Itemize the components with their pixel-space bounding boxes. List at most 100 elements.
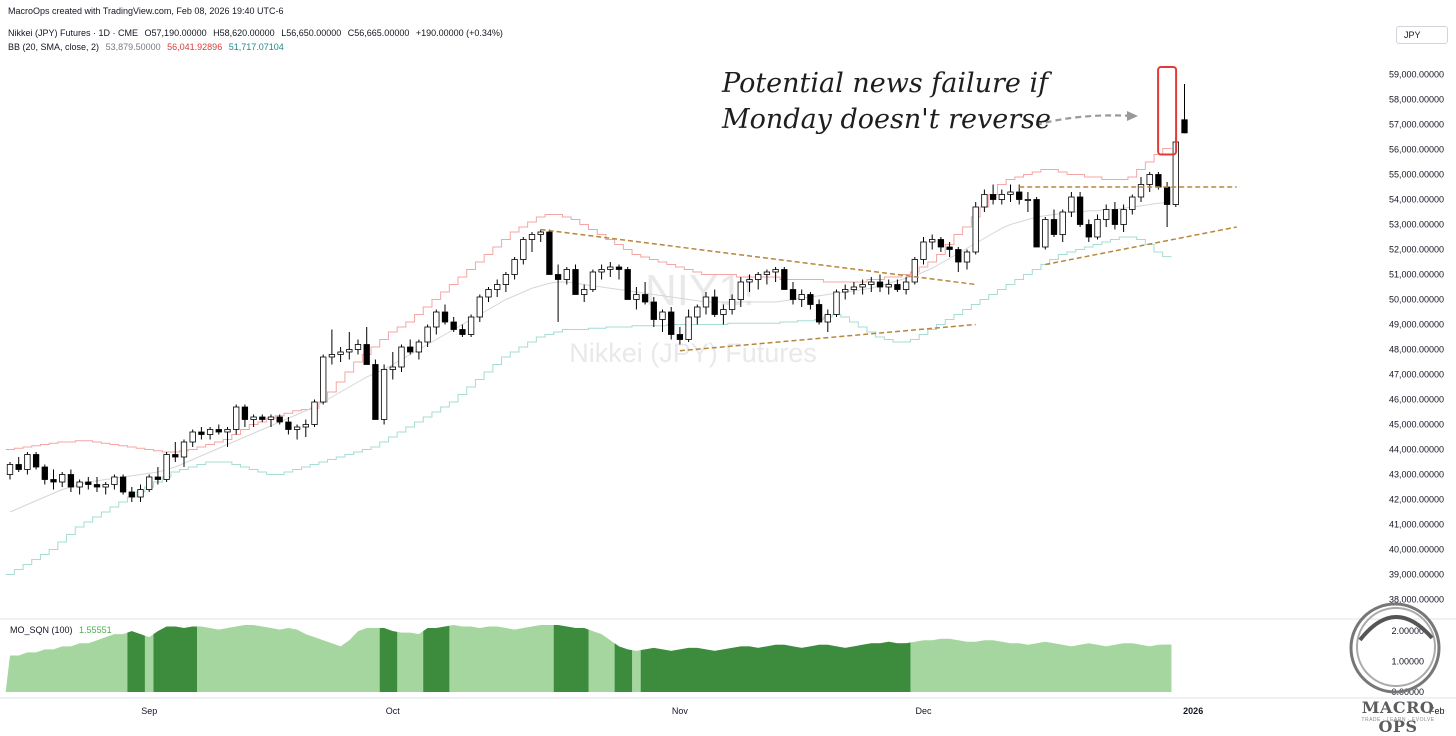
candle-body [128,491,135,498]
candle [450,317,457,332]
candle-body [485,289,492,298]
ohlc-low: L56,650.00000 [281,28,342,38]
time-tick-label: Dec [915,706,932,716]
candle-body [363,344,370,365]
sqn-area-dark [423,625,450,692]
watermark-name: Nikkei (JPY) Futures [569,338,817,368]
candle-body [598,269,605,273]
candle-body [685,316,692,340]
candle-body [859,284,866,288]
candle-body [398,346,405,368]
candle [859,279,866,295]
candle [842,284,849,300]
candle-body [372,364,379,420]
price-tick-label: 53,000.00000 [1389,220,1444,230]
candle [702,292,710,315]
candle [494,279,501,297]
price-tick-label: 40,000.00000 [1389,545,1444,555]
candle-body [337,351,344,355]
highlight-box [1157,66,1178,156]
candle-body [1016,191,1023,200]
candle-body [320,356,327,403]
candle-body [989,194,997,200]
candle [189,429,196,447]
candle-body [902,281,910,290]
candle-body [929,239,936,243]
candle-body [50,479,57,483]
candle-body [267,416,275,420]
candle-body [6,464,14,475]
candle [1042,217,1049,250]
candle-body [842,289,849,293]
candle [972,202,979,255]
candle [380,364,388,425]
candle-body [302,424,309,428]
candle [302,419,309,437]
candle [6,462,14,480]
price-tick-label: 45,000.00000 [1389,420,1444,430]
candle [963,249,971,270]
candle [1163,182,1171,227]
bb-upper-value: 56,041.92896 [167,42,223,52]
candle-body [972,206,979,253]
candle-body [276,416,283,423]
sqn-legend: MO_SQN (100) 1.55551 [10,625,112,635]
candle [1103,204,1110,227]
time-tick-label: 2026 [1183,706,1203,716]
candle [902,277,910,295]
candle-body [407,346,414,353]
candle [746,274,753,292]
trendline-lower-rising [1045,226,1237,266]
candle-body [1146,174,1153,185]
candle [224,427,231,447]
candle [337,347,344,362]
price-tick-label: 59,000.00000 [1389,70,1444,80]
candle [1024,192,1032,212]
candle [546,229,553,275]
candle-body [1068,196,1075,213]
price-tick-label: 41,000.00000 [1389,520,1444,530]
candle [868,277,875,292]
candle-body [1137,184,1145,198]
candle-body [520,239,527,260]
candle-body [467,316,475,335]
candle-body [111,476,118,485]
candle [1059,209,1066,242]
sqn-value: 1.55551 [79,625,112,635]
candle [650,297,657,327]
candle [1068,192,1075,217]
ohlc-high: H58,620.00000 [213,28,275,38]
candle-body [1103,209,1110,220]
currency-selector[interactable]: JPY [1396,26,1448,44]
sqn-area-dark [127,631,145,692]
candle [267,414,275,427]
bb-lower-value: 51,717.07104 [228,42,284,52]
candle-body [441,311,449,323]
ohlc-close: C56,665.00000 [347,28,410,38]
candle [572,264,579,295]
time-tick-label: Nov [672,706,689,716]
candle-body [728,299,736,310]
candle [624,267,631,300]
candle-body [807,294,814,305]
candle-body [554,274,562,280]
candle-body [546,231,553,275]
candle-body [737,281,744,300]
candle [363,327,370,365]
time-tick-label: Oct [386,706,401,716]
candle [641,282,649,305]
sqn-label: MO_SQN (100) [10,625,73,635]
candle [633,287,640,310]
price-tick-label: 42,000.00000 [1389,495,1444,505]
candle [146,474,153,492]
sqn-area-dark [153,626,171,692]
candle-body [772,269,779,273]
candle-body [1076,196,1084,225]
candle-body [815,304,823,323]
candle-body [676,334,684,340]
candle [833,289,840,317]
annotation-arrowhead [1127,111,1138,121]
bb-legend: BB (20, SMA, close, 2) 53,879.50000 56,0… [8,42,288,52]
candle [598,264,605,280]
